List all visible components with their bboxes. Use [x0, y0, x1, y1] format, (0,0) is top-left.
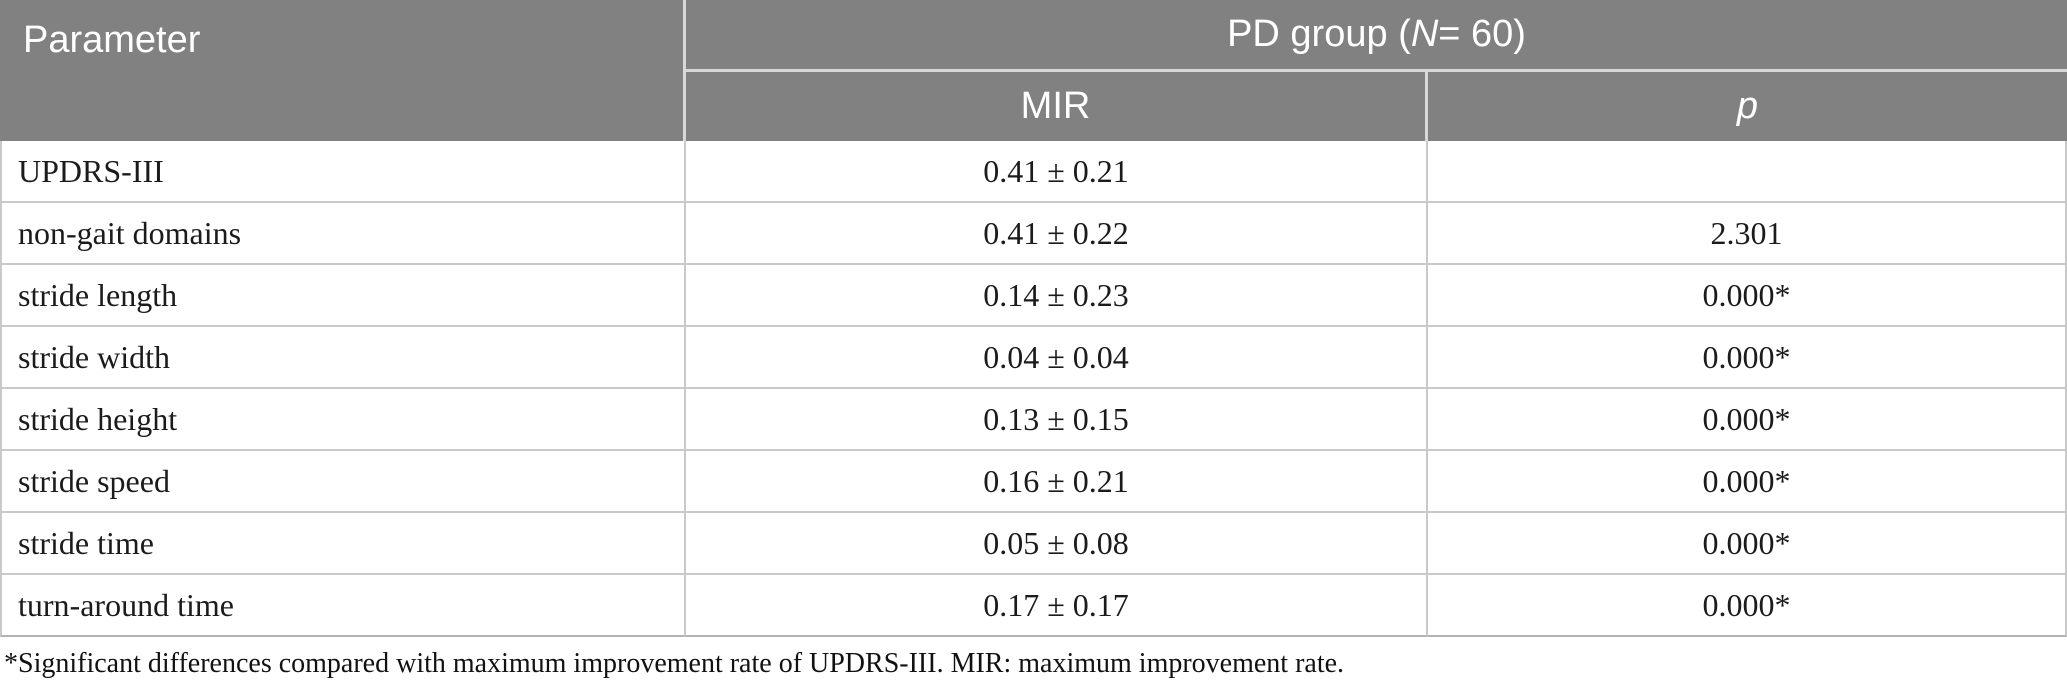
param-cell: UPDRS-III [0, 141, 686, 203]
param-cell: stride height [0, 389, 686, 451]
p-cell: 0.000* [1428, 513, 2067, 575]
mir-cell: 0.17 ± 0.17 [686, 575, 1428, 637]
column-header-mir: MIR [686, 72, 1428, 141]
mir-cell: 0.05 ± 0.08 [686, 513, 1428, 575]
mir-cell: 0.41 ± 0.21 [686, 141, 1428, 203]
param-cell: stride time [0, 513, 686, 575]
results-table: Parameter PD group (N = 60) MIR p UPDRS-… [0, 0, 2067, 637]
param-cell: stride speed [0, 451, 686, 513]
mir-cell: 0.04 ± 0.04 [686, 327, 1428, 389]
mir-cell: 0.14 ± 0.23 [686, 265, 1428, 327]
param-cell: turn-around time [0, 575, 686, 637]
mir-cell: 0.41 ± 0.22 [686, 203, 1428, 265]
group-header-suffix: = 60) [1438, 13, 1526, 55]
p-cell: 0.000* [1428, 265, 2067, 327]
group-header-pd-group: PD group (N = 60) [686, 0, 2067, 72]
mir-cell: 0.16 ± 0.21 [686, 451, 1428, 513]
p-cell: 0.000* [1428, 451, 2067, 513]
group-header-n: N [1410, 13, 1439, 55]
p-cell: 0.000* [1428, 575, 2067, 637]
p-cell: 0.000* [1428, 327, 2067, 389]
p-cell: 2.301 [1428, 203, 2067, 265]
group-header-prefix: PD group ( [1227, 13, 1411, 55]
param-cell: stride length [0, 265, 686, 327]
table-footnote: *Significant differences compared with m… [4, 648, 1345, 679]
p-cell [1428, 141, 2067, 203]
mir-cell: 0.13 ± 0.15 [686, 389, 1428, 451]
param-cell: stride width [0, 327, 686, 389]
column-header-parameter: Parameter [0, 0, 686, 141]
p-cell: 0.000* [1428, 389, 2067, 451]
column-header-p: p [1428, 72, 2067, 141]
param-cell: non-gait domains [0, 203, 686, 265]
